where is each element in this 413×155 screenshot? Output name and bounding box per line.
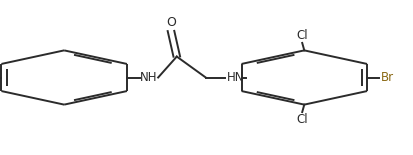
Text: Br: Br [380, 71, 393, 84]
Text: O: O [166, 16, 176, 29]
Text: Cl: Cl [296, 113, 307, 126]
Text: NH: NH [139, 71, 157, 84]
Text: Cl: Cl [296, 29, 307, 42]
Text: HN: HN [226, 71, 243, 84]
